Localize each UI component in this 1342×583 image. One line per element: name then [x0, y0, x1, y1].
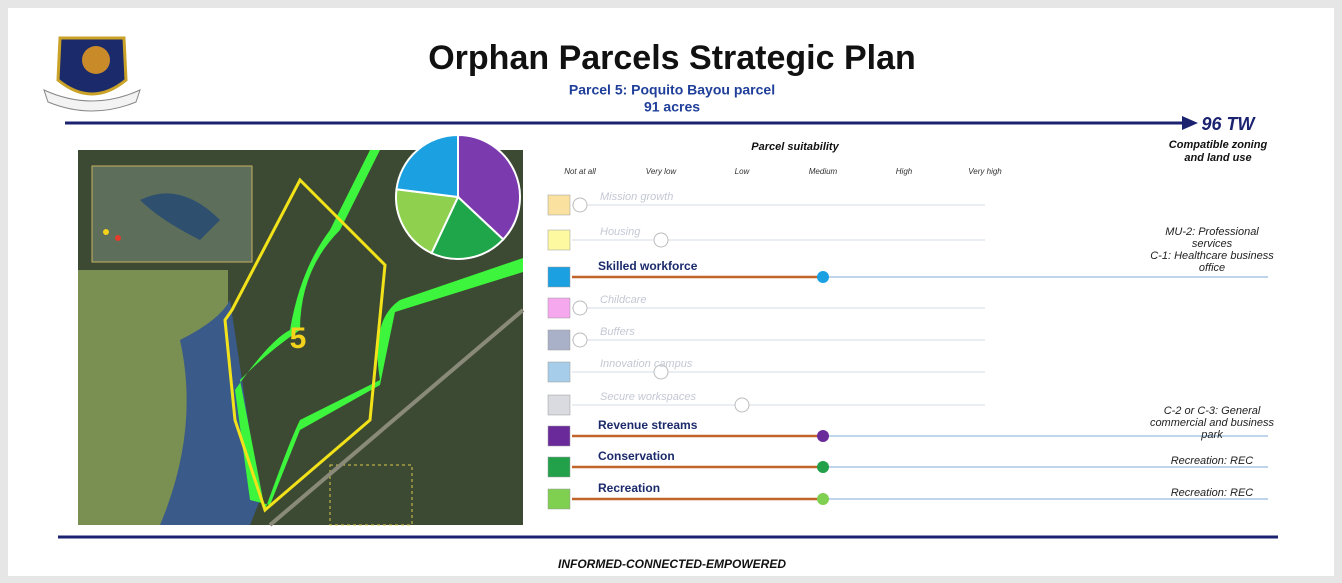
zoning-note: Recreation: REC — [1171, 487, 1254, 499]
column-title: Compatible zoning — [1169, 139, 1268, 151]
color-swatch — [548, 457, 570, 477]
scale-label: Very high — [968, 167, 1002, 176]
org-label: 96 TW — [1201, 114, 1256, 134]
criterion-label: Buffers — [600, 326, 635, 338]
column-title: and land use — [1184, 152, 1251, 164]
subtitle: 91 acres — [644, 99, 700, 115]
criterion-label: Secure workspaces — [600, 391, 696, 403]
zoning-note: MU-2: Professional — [1165, 226, 1259, 238]
level-knob — [817, 493, 829, 505]
level-knob — [817, 461, 829, 473]
subtitle: Parcel 5: Poquito Bayou parcel — [569, 82, 775, 98]
criterion-label: Skilled workforce — [598, 259, 698, 273]
color-swatch — [548, 395, 570, 415]
level-knob — [817, 271, 829, 283]
slide: Orphan Parcels Strategic Plan Parcel 5: … — [0, 0, 1342, 583]
scale-label: Low — [735, 167, 751, 176]
level-knob — [654, 233, 668, 247]
zoning-note: commercial and business — [1150, 417, 1275, 429]
level-knob — [573, 301, 587, 315]
level-knob — [817, 430, 829, 442]
criterion-label: Childcare — [600, 294, 646, 306]
level-knob — [573, 333, 587, 347]
zoning-note: park — [1200, 429, 1223, 441]
zoning-note: Recreation: REC — [1171, 455, 1254, 467]
scale-label: Very low — [646, 167, 678, 176]
pie-chart — [396, 135, 520, 259]
zoning-note: office — [1199, 262, 1225, 274]
parcel-label: 5 — [290, 322, 307, 355]
color-swatch — [548, 230, 570, 250]
title: Orphan Parcels Strategic Plan — [428, 39, 916, 77]
criterion-label: Revenue streams — [598, 418, 698, 432]
level-knob — [735, 398, 749, 412]
scale-label: Not at all — [564, 167, 596, 176]
color-swatch — [548, 298, 570, 318]
scale-title: Parcel suitability — [751, 141, 839, 153]
page: Orphan Parcels Strategic Plan Parcel 5: … — [0, 0, 1342, 583]
color-swatch — [548, 267, 570, 287]
color-swatch — [548, 426, 570, 446]
color-swatch — [548, 489, 570, 509]
color-swatch — [548, 362, 570, 382]
criterion-label: Recreation — [598, 481, 660, 495]
criterion-label: Conservation — [598, 449, 675, 463]
zoning-note: C-2 or C-3: General — [1164, 405, 1261, 417]
criterion-label: Mission growth — [600, 191, 673, 203]
criterion-label: Innovation campus — [600, 358, 693, 370]
color-swatch — [548, 330, 570, 350]
zoning-note: C-1: Healthcare business — [1150, 250, 1274, 262]
criterion-label: Housing — [600, 226, 641, 238]
color-swatch — [548, 195, 570, 215]
scale-label: High — [896, 167, 913, 176]
zoning-note: services — [1192, 238, 1233, 250]
level-knob — [573, 198, 587, 212]
footer: INFORMED-CONNECTED-EMPOWERED — [558, 557, 786, 571]
scale-label: Medium — [809, 167, 838, 176]
